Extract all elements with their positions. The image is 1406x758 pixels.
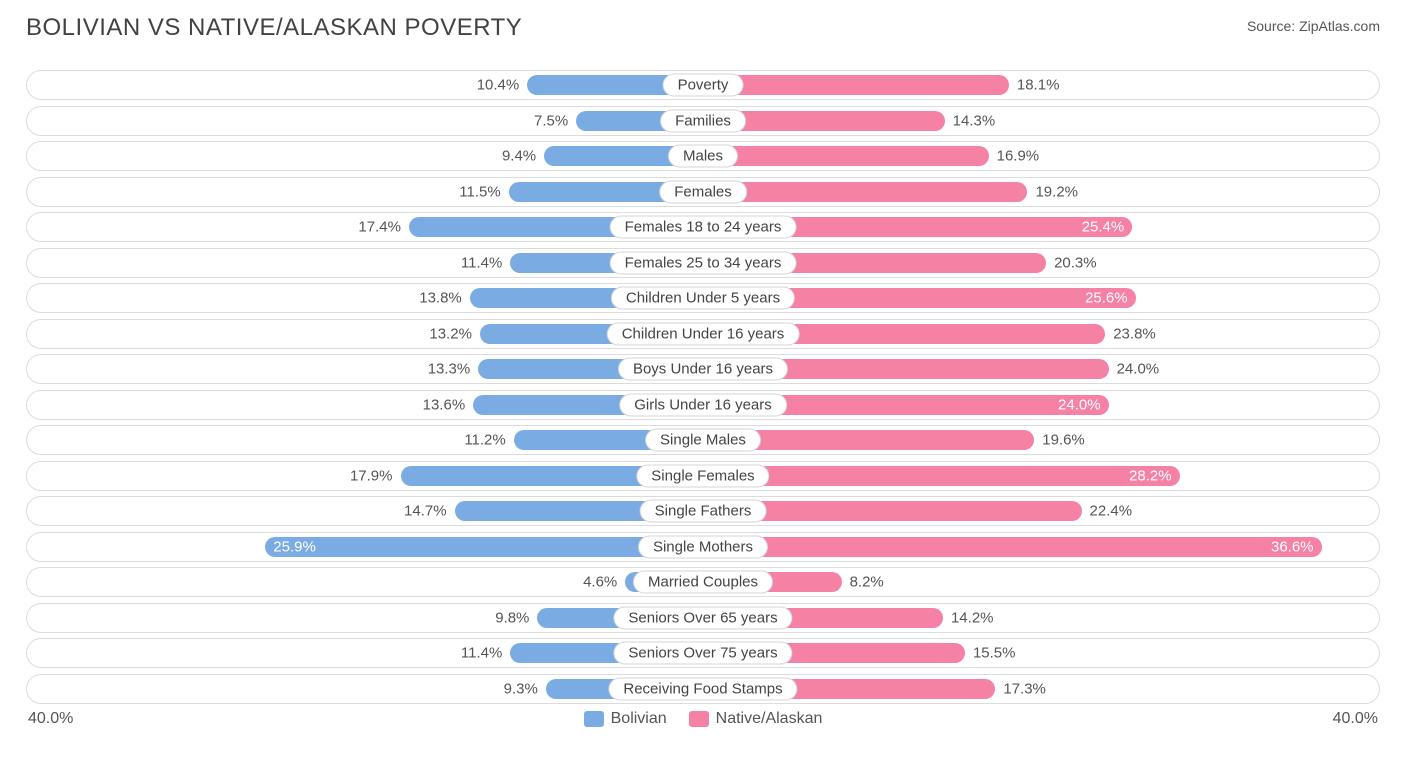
legend-swatch-left — [584, 711, 604, 727]
value-left: 11.4% — [461, 254, 510, 271]
category-label: Single Fathers — [640, 500, 767, 523]
value-right: 17.3% — [995, 680, 1046, 697]
chart-row: 13.2% 23.8% Children Under 16 years — [26, 319, 1380, 349]
value-left: 11.4% — [461, 645, 510, 662]
category-label: Single Females — [636, 464, 769, 487]
legend-swatch-right — [689, 711, 709, 727]
chart-row: 11.2% 19.6% Single Males — [26, 425, 1380, 455]
value-left: 13.6% — [423, 396, 474, 413]
category-label: Poverty — [663, 74, 744, 97]
value-left: 4.6% — [583, 574, 625, 591]
bar-right: 36.6% — [703, 537, 1322, 557]
category-label: Males — [668, 145, 738, 168]
category-label: Girls Under 16 years — [619, 393, 787, 416]
category-label: Single Males — [645, 429, 761, 452]
value-right: 8.2% — [842, 574, 884, 591]
value-right: 15.5% — [965, 645, 1016, 662]
value-left: 14.7% — [404, 503, 455, 520]
value-left: 9.3% — [504, 680, 546, 697]
value-left: 9.8% — [495, 609, 537, 626]
category-label: Children Under 16 years — [607, 322, 800, 345]
chart-row: 10.4%18.1%Poverty — [26, 70, 1380, 100]
value-right: 24.0% — [1058, 396, 1101, 413]
chart-row: 11.5%19.2%Females — [26, 177, 1380, 207]
value-left: 13.8% — [419, 290, 470, 307]
chart-row: 4.6% 8.2% Married Couples — [26, 567, 1380, 597]
chart-row: 9.3% 17.3% Receiving Food Stamps — [26, 674, 1380, 704]
value-right: 25.6% — [1085, 290, 1128, 307]
chart-row: 7.5% 14.3% Families — [26, 106, 1380, 136]
diverging-bar-chart: 10.4%18.1%Poverty7.5%14.3%Families9.4%16… — [26, 70, 1380, 704]
value-left: 11.5% — [459, 183, 508, 200]
value-right: 19.2% — [1027, 183, 1078, 200]
chart-row: 17.4% 25.4% Females 18 to 24 years — [26, 212, 1380, 242]
category-label: Families — [660, 109, 746, 132]
category-label: Receiving Food Stamps — [608, 677, 797, 700]
value-left: 11.2% — [464, 432, 513, 449]
legend: Bolivian Native/Alaskan — [584, 710, 823, 728]
value-left: 7.5% — [534, 112, 576, 129]
value-right: 25.4% — [1082, 219, 1125, 236]
chart-row: 11.4% 15.5% Seniors Over 75 years — [26, 638, 1380, 668]
value-left: 25.9% — [273, 538, 316, 555]
chart-row: 17.9% 28.2% Single Females — [26, 461, 1380, 491]
legend-item-right: Native/Alaskan — [689, 710, 823, 728]
value-left: 17.9% — [350, 467, 401, 484]
bar-right: 18.1% — [703, 75, 1009, 95]
category-label: Females 25 to 34 years — [610, 251, 797, 274]
legend-item-left: Bolivian — [584, 710, 667, 728]
chart-title: BOLIVIAN VS NATIVE/ALASKAN POVERTY — [26, 14, 522, 42]
value-left: 13.3% — [428, 361, 479, 378]
chart-source: Source: ZipAtlas.com — [1247, 18, 1380, 34]
value-right: 20.3% — [1046, 254, 1097, 271]
value-right: 14.3% — [945, 112, 996, 129]
category-label: Seniors Over 75 years — [613, 642, 792, 665]
category-label: Married Couples — [633, 571, 773, 594]
value-left: 13.2% — [429, 325, 480, 342]
chart-row: 25.9% 36.6% Single Mothers — [26, 532, 1380, 562]
chart-row: 13.8% 25.6% Children Under 5 years — [26, 283, 1380, 313]
bar-right: 19.2% — [703, 182, 1027, 202]
value-right: 24.0% — [1109, 361, 1160, 378]
axis-max-right: 40.0% — [1333, 710, 1378, 728]
value-right: 23.8% — [1105, 325, 1156, 342]
value-right: 16.9% — [989, 148, 1040, 165]
value-right: 14.2% — [943, 609, 994, 626]
category-label: Boys Under 16 years — [618, 358, 788, 381]
value-right: 28.2% — [1129, 467, 1172, 484]
bar-right: 28.2% — [703, 466, 1180, 486]
value-right: 22.4% — [1082, 503, 1133, 520]
chart-row: 14.7% 22.4% Single Fathers — [26, 496, 1380, 526]
value-right: 18.1% — [1009, 77, 1060, 94]
chart-footer: 40.0% Bolivian Native/Alaskan 40.0% — [26, 710, 1380, 728]
bar-right: 16.9% — [703, 146, 989, 166]
category-label: Children Under 5 years — [611, 287, 795, 310]
value-left: 10.4% — [477, 77, 528, 94]
category-label: Single Mothers — [638, 535, 768, 558]
chart-row: 13.6% 24.0% Girls Under 16 years — [26, 390, 1380, 420]
category-label: Seniors Over 65 years — [613, 606, 792, 629]
category-label: Females — [659, 180, 747, 203]
chart-header: BOLIVIAN VS NATIVE/ALASKAN POVERTY Sourc… — [26, 14, 1380, 42]
chart-row: 9.4%16.9%Males — [26, 141, 1380, 171]
value-right: 36.6% — [1271, 538, 1314, 555]
value-left: 9.4% — [502, 148, 544, 165]
chart-row: 13.3% 24.0% Boys Under 16 years — [26, 354, 1380, 384]
category-label: Females 18 to 24 years — [610, 216, 797, 239]
value-left: 17.4% — [358, 219, 409, 236]
value-right: 19.6% — [1034, 432, 1085, 449]
chart-row: 11.4% 20.3% Females 25 to 34 years — [26, 248, 1380, 278]
axis-max-left: 40.0% — [28, 710, 73, 728]
chart-row: 9.8% 14.2% Seniors Over 65 years — [26, 603, 1380, 633]
legend-label-right: Native/Alaskan — [716, 710, 823, 728]
legend-label-left: Bolivian — [611, 710, 667, 728]
